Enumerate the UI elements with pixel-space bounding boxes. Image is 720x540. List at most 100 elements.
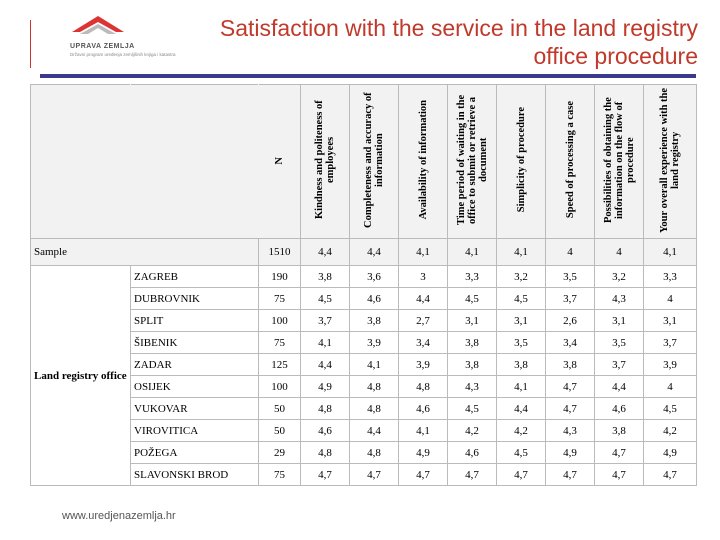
table-cell: 3,2 — [496, 265, 546, 288]
table-cell: 4,5 — [447, 397, 497, 420]
table-cell: 3,8 — [545, 353, 595, 376]
table-cell: 4,5 — [496, 441, 546, 464]
table-cell: 3,7 — [594, 353, 644, 376]
table-cell: 4,8 — [349, 375, 399, 398]
office-name: SLAVONSKI BROD — [130, 463, 259, 486]
office-n: 50 — [258, 397, 301, 420]
table-cell: 3,9 — [643, 353, 697, 376]
logo-emblem-icon — [72, 16, 124, 34]
column-header: Time period of waiting in the office to … — [447, 84, 497, 239]
table-cell: 3,5 — [496, 331, 546, 354]
table-cell: 4,1 — [496, 238, 546, 266]
table-cell: 4,7 — [643, 463, 697, 486]
page-title: Satisfaction with the service in the lan… — [219, 15, 698, 69]
table-cell: 4,6 — [447, 441, 497, 464]
table-cell: 4,6 — [300, 419, 350, 442]
table-cell: 2,7 — [398, 309, 448, 332]
table-cell: 4,1 — [643, 238, 697, 266]
table-row: DUBROVNIK 75 4,5 4,6 4,4 4,5 4,5 3,7 4,3 4 — [31, 287, 697, 310]
table-cell: 4,9 — [643, 441, 697, 464]
table-cell: 3,1 — [594, 309, 644, 332]
table-cell: 3,7 — [643, 331, 697, 354]
table-row: Land registry office ZAGREB 190 3,8 3,6 3 3,3 3… — [30, 265, 697, 486]
table-cell: 4 — [643, 287, 697, 310]
table-cell: 3,1 — [496, 309, 546, 332]
office-name: SPLIT — [130, 309, 259, 332]
table-cell: 3,9 — [398, 353, 448, 376]
table-cell: 4,7 — [594, 463, 644, 486]
table-cell: 4,5 — [300, 287, 350, 310]
office-n: 75 — [258, 287, 301, 310]
column-header: Your overall experience with the land re… — [643, 84, 697, 239]
table-cell: 4,7 — [545, 463, 595, 486]
table-cell: 4,1 — [398, 419, 448, 442]
column-header: Possibilities of obtaining the informati… — [594, 84, 644, 239]
table-cell: 4,2 — [496, 419, 546, 442]
table-cell: 4,4 — [300, 238, 350, 266]
table-cell: 3,9 — [349, 331, 399, 354]
header-row: N Kindness and politeness of employees C… — [30, 84, 697, 239]
group-label: Land registry office — [30, 265, 131, 486]
table-cell: 3,2 — [594, 265, 644, 288]
table-row: OSIJEK 100 4,9 4,8 4,8 4,3 4,1 4,7 4,4 4 — [31, 375, 697, 398]
office-name: POŽEGA — [130, 441, 259, 464]
table-cell: 4,7 — [496, 463, 546, 486]
table-cell: 4,4 — [349, 238, 399, 266]
column-header: Simplicity of procedure — [496, 84, 546, 239]
office-name: ŠIBENIK — [130, 331, 259, 354]
table-cell: 3,3 — [643, 265, 697, 288]
table-cell: 4,1 — [300, 331, 350, 354]
column-header: Speed of processing a case — [545, 84, 595, 239]
office-n: 75 — [258, 463, 301, 486]
table-cell: 3,8 — [594, 419, 644, 442]
table-row: SLAVONSKI BROD 75 4,7 4,7 4,7 4,7 4,7 4,7 4,7 4,7 — [31, 463, 697, 486]
table-cell: 4,3 — [545, 419, 595, 442]
table-cell: 4,3 — [447, 375, 497, 398]
office-name: DUBROVNIK — [130, 287, 259, 310]
logo: UPRAVA ZEMLJA Državni program uređenja z… — [62, 10, 262, 70]
office-n: 100 — [258, 375, 301, 398]
table-cell: 4 — [643, 375, 697, 398]
table-cell: 4,4 — [398, 287, 448, 310]
table-cell: 4,5 — [447, 287, 497, 310]
table-cell: 3,8 — [300, 265, 350, 288]
table-row: VUKOVAR 50 4,8 4,8 4,6 4,5 4,4 4,7 4,6 4,5 — [31, 397, 697, 420]
office-n: 50 — [258, 419, 301, 442]
column-header: Availability of information — [398, 84, 448, 239]
table-cell: 4,8 — [300, 441, 350, 464]
table-cell: 4,7 — [349, 463, 399, 486]
table-cell: 4,2 — [643, 419, 697, 442]
office-n: 100 — [258, 309, 301, 332]
table-cell: 4,3 — [594, 287, 644, 310]
table-cell: 3,8 — [496, 353, 546, 376]
table-cell: 4 — [545, 238, 595, 266]
table-cell: 3,7 — [300, 309, 350, 332]
table-row: POŽEGA 29 4,8 4,8 4,9 4,6 4,5 4,9 4,7 4,9 — [31, 441, 697, 464]
table-cell: 3,6 — [349, 265, 399, 288]
table-cell: 4,2 — [447, 419, 497, 442]
office-name: VIROVITICA — [130, 419, 259, 442]
table-cell: 4,4 — [349, 419, 399, 442]
sample-row: Sample 1510 4,4 4,4 4,1 4,1 4,1 4 4 4,1 — [30, 238, 697, 266]
logo-tagline: Državni program uređenja zemljišnih knji… — [70, 52, 176, 57]
table-cell: 4,8 — [300, 397, 350, 420]
table-cell: 4,5 — [496, 287, 546, 310]
column-header: Completeness and accuracy of information — [349, 84, 399, 239]
table-row: VIROVITICA 50 4,6 4,4 4,1 4,2 4,2 4,3 3,8 4,2 — [31, 419, 697, 442]
table-cell: 2,6 — [545, 309, 595, 332]
table-cell: 4,9 — [545, 441, 595, 464]
table-cell: 4,4 — [300, 353, 350, 376]
table-cell: 4,4 — [496, 397, 546, 420]
office-name: OSIJEK — [130, 375, 259, 398]
table-cell: 4,1 — [496, 375, 546, 398]
table-cell: 3,3 — [447, 265, 497, 288]
footer-url: www.uredjenazemlja.hr — [62, 510, 176, 522]
table-cell: 4,9 — [398, 441, 448, 464]
table-row: ŠIBENIK 75 4,1 3,9 3,4 3,8 3,5 3,4 3,5 3,7 — [31, 331, 697, 354]
table-cell: 4,7 — [398, 463, 448, 486]
table-cell: 3,1 — [447, 309, 497, 332]
table-cell: 3 — [398, 265, 448, 288]
table-cell: 4 — [594, 238, 644, 266]
table-cell: 4,1 — [398, 238, 448, 266]
office-name: ZAGREB — [130, 265, 259, 288]
